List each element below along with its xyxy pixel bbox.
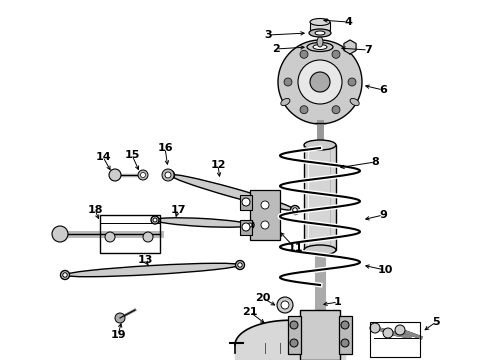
Text: 10: 10: [377, 265, 392, 275]
Bar: [370, 322, 420, 357]
Bar: [240, 220, 252, 235]
Circle shape: [242, 223, 250, 231]
Text: 16: 16: [157, 143, 173, 153]
Text: 20: 20: [255, 293, 270, 303]
Ellipse shape: [307, 42, 333, 51]
Circle shape: [293, 208, 297, 212]
Bar: [339, 316, 352, 354]
Circle shape: [109, 169, 121, 181]
Circle shape: [261, 221, 269, 229]
Circle shape: [63, 273, 67, 277]
Ellipse shape: [155, 218, 250, 227]
Circle shape: [115, 313, 125, 323]
Circle shape: [168, 173, 172, 177]
Text: 11: 11: [287, 243, 303, 253]
Ellipse shape: [310, 18, 330, 26]
Circle shape: [105, 232, 115, 242]
Circle shape: [261, 201, 269, 209]
Ellipse shape: [350, 98, 359, 105]
Circle shape: [310, 72, 330, 92]
Circle shape: [165, 172, 171, 178]
Circle shape: [395, 325, 405, 335]
Ellipse shape: [317, 37, 323, 47]
Ellipse shape: [170, 175, 295, 211]
Circle shape: [290, 339, 298, 347]
Text: 1: 1: [334, 297, 342, 307]
Text: 7: 7: [364, 45, 372, 55]
Circle shape: [291, 206, 299, 215]
Text: 5: 5: [432, 317, 440, 327]
Ellipse shape: [315, 31, 325, 35]
Bar: [100, 215, 160, 253]
Circle shape: [281, 301, 289, 309]
Circle shape: [246, 221, 254, 229]
Text: 14: 14: [95, 152, 111, 162]
Circle shape: [278, 40, 362, 124]
Circle shape: [383, 328, 393, 338]
Circle shape: [143, 232, 153, 242]
Ellipse shape: [313, 45, 327, 50]
Circle shape: [60, 270, 70, 279]
Circle shape: [300, 106, 308, 114]
Circle shape: [248, 223, 252, 227]
Text: 18: 18: [87, 205, 103, 215]
Circle shape: [298, 60, 342, 104]
Polygon shape: [344, 40, 356, 54]
Circle shape: [166, 171, 174, 180]
Ellipse shape: [309, 29, 331, 37]
Text: 15: 15: [124, 150, 140, 160]
Text: 12: 12: [210, 160, 226, 170]
Circle shape: [332, 106, 340, 114]
Circle shape: [332, 50, 340, 58]
Bar: [250, 190, 280, 240]
Circle shape: [238, 263, 242, 267]
Circle shape: [236, 261, 245, 270]
Ellipse shape: [304, 140, 336, 150]
Text: 6: 6: [379, 85, 387, 95]
Circle shape: [138, 170, 148, 180]
Ellipse shape: [304, 245, 336, 255]
Text: 3: 3: [264, 30, 272, 40]
Bar: [300, 310, 340, 360]
Bar: [288, 316, 301, 354]
Circle shape: [341, 339, 349, 347]
Circle shape: [242, 198, 250, 206]
Circle shape: [162, 169, 174, 181]
Circle shape: [153, 218, 157, 222]
Bar: [240, 195, 252, 210]
Text: 4: 4: [344, 17, 352, 27]
Circle shape: [370, 323, 380, 333]
Text: 8: 8: [371, 157, 379, 167]
Text: 17: 17: [170, 205, 186, 215]
Circle shape: [151, 216, 159, 224]
Circle shape: [141, 172, 146, 177]
Circle shape: [284, 78, 292, 86]
Text: 21: 21: [242, 307, 258, 317]
Text: 19: 19: [110, 330, 126, 340]
Circle shape: [277, 297, 293, 313]
Circle shape: [348, 78, 356, 86]
Text: 13: 13: [137, 255, 153, 265]
Bar: [310, 22, 330, 30]
Bar: [304, 145, 336, 250]
Text: 2: 2: [272, 44, 280, 54]
Circle shape: [52, 226, 68, 242]
Circle shape: [341, 321, 349, 329]
Text: 9: 9: [379, 210, 387, 220]
Ellipse shape: [281, 98, 290, 105]
Circle shape: [300, 50, 308, 58]
Circle shape: [290, 321, 298, 329]
Ellipse shape: [65, 263, 240, 277]
